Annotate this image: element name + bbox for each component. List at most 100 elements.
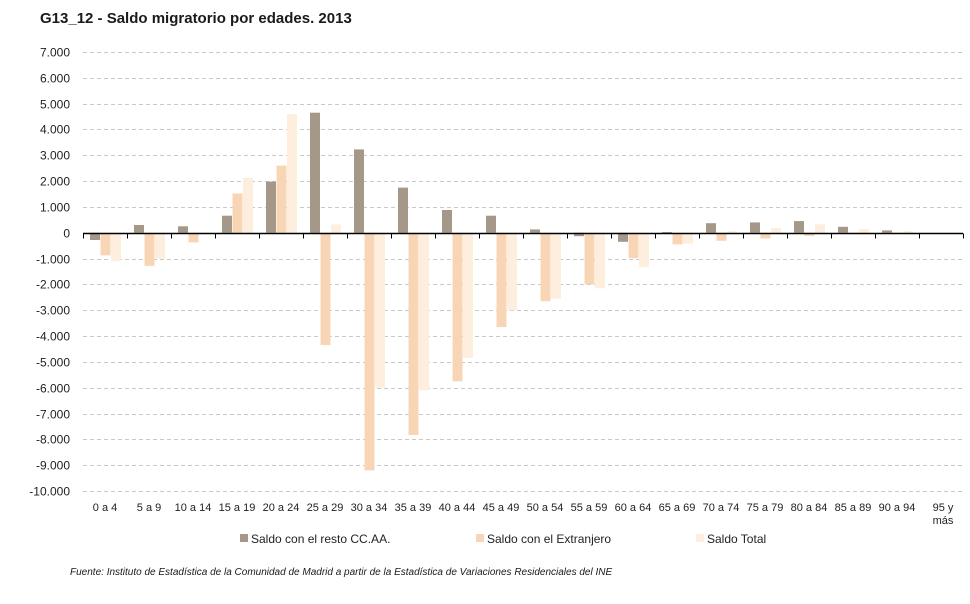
x-tick-label: 80 a 84 [791, 502, 828, 514]
y-tick-label: -3.000 [36, 304, 70, 318]
bar-resto-ccaa [354, 149, 364, 233]
bar-resto-ccaa [794, 221, 804, 233]
y-tick-label: 0 [63, 227, 70, 241]
bar-resto-ccaa [442, 210, 452, 233]
x-tick-label: 35 a 39 [395, 502, 432, 514]
source-note: Fuente: Instituto de Estadística de la C… [70, 567, 613, 578]
bar-resto-ccaa [750, 222, 760, 233]
gridlines [83, 52, 963, 492]
y-tick-label: -1.000 [36, 253, 70, 267]
bar-extranjero [408, 232, 419, 435]
x-tick-label: 5 a 9 [137, 502, 161, 514]
bar-extranjero [188, 232, 199, 243]
x-tick-label: 70 a 74 [703, 502, 740, 514]
bar-extranjero [276, 165, 287, 233]
bar-total [375, 232, 385, 388]
y-tick-label: 6.000 [40, 72, 70, 86]
x-tick-label: 25 a 29 [307, 502, 344, 514]
bar-extranjero [364, 232, 375, 471]
bar-total [243, 177, 253, 233]
bar-total [859, 228, 869, 233]
x-tick-label: 45 a 49 [483, 502, 520, 514]
bar-extranjero [804, 232, 815, 236]
bar-total [595, 232, 605, 289]
bar-extranjero [100, 232, 111, 256]
legend-swatch [696, 534, 704, 542]
bar-resto-ccaa [266, 181, 276, 233]
bar-total [419, 232, 429, 391]
bar-resto-ccaa [574, 232, 584, 237]
legend-label: Saldo con el Extranjero [487, 532, 611, 546]
y-tick-label: 7.000 [40, 46, 70, 60]
bar-resto-ccaa [486, 215, 496, 233]
chart-title: G13_12 - Saldo migratorio por edades. 20… [40, 10, 352, 27]
bar-resto-ccaa [530, 229, 540, 233]
x-tick-label: 50 a 54 [527, 502, 564, 514]
y-axis: 7.000 6.000 5.000 4.000 3.000 2.000 1.000 0 -1.0… [29, 46, 70, 499]
y-tick-label: 5.000 [40, 98, 70, 112]
bar-resto-ccaa [662, 232, 672, 233]
bar-total [551, 232, 561, 299]
x-tick-label: 75 a 79 [747, 502, 784, 514]
y-tick-label: 2.000 [40, 175, 70, 189]
bar-total [507, 232, 517, 311]
y-tick-label: -10.000 [29, 485, 70, 499]
x-tick-label: 95 y más [933, 502, 954, 527]
y-tick-label: -8.000 [36, 433, 70, 447]
bars [90, 112, 913, 471]
bar-resto-ccaa [310, 112, 320, 233]
bar-extranjero [540, 232, 551, 302]
bar-total [683, 232, 693, 244]
x-tick-label: 30 a 34 [351, 502, 388, 514]
y-tick-label: 1.000 [40, 201, 70, 215]
bar-resto-ccaa [838, 226, 848, 233]
legend-swatch [240, 534, 248, 542]
y-tick-label: -9.000 [36, 459, 70, 473]
bar-extranjero [584, 232, 595, 285]
x-tick-label: 55 a 59 [571, 502, 608, 514]
bar-total [903, 231, 913, 233]
y-tick-label: -4.000 [36, 330, 70, 344]
bar-extranjero [144, 232, 155, 266]
bar-extranjero [452, 232, 463, 382]
y-tick-label: 3.000 [40, 149, 70, 163]
legend: Saldo con el resto CC.AA. Saldo con el Ex… [240, 532, 766, 546]
x-tick-label: 10 a 14 [175, 502, 212, 514]
bar-total [463, 232, 473, 358]
x-tick-label: 85 a 89 [835, 502, 872, 514]
bar-total [639, 232, 649, 268]
bar-total [815, 224, 825, 233]
bar-resto-ccaa [398, 187, 408, 233]
x-tick-label: 65 a 69 [659, 502, 696, 514]
bar-total [331, 224, 341, 233]
bar-extranjero [232, 193, 243, 233]
bar-total [771, 228, 781, 233]
x-axis: 0 a 4 5 a 9 10 a 14 15 a 19 20 a 24 25 a 29 30… [83, 232, 964, 527]
bar-resto-ccaa [882, 230, 892, 233]
y-tick-label: -5.000 [36, 356, 70, 370]
bar-extranjero [628, 232, 639, 259]
bar-extranjero [320, 232, 331, 346]
bar-extranjero [496, 232, 507, 328]
y-tick-label: -2.000 [36, 278, 70, 292]
bar-extranjero [716, 232, 727, 241]
bar-resto-ccaa [90, 232, 100, 240]
y-tick-label: 4.000 [40, 123, 70, 137]
x-tick-label: 15 a 19 [219, 502, 256, 514]
bar-total [287, 114, 297, 233]
x-tick-label: 0 a 4 [93, 502, 117, 514]
x-tick-label: 40 a 44 [439, 502, 476, 514]
legend-swatch [476, 534, 484, 542]
bar-total [111, 232, 121, 262]
bar-resto-ccaa [178, 226, 188, 233]
bar-resto-ccaa [222, 215, 232, 233]
y-tick-label: -6.000 [36, 382, 70, 396]
x-tick-label: 90 a 94 [879, 502, 916, 514]
bar-total [155, 232, 165, 259]
bar-resto-ccaa [618, 232, 628, 242]
x-tick-label: 20 a 24 [263, 502, 300, 514]
bar-resto-ccaa [706, 223, 716, 233]
legend-label: Saldo con el resto CC.AA. [251, 532, 390, 546]
bar-extranjero [672, 232, 683, 245]
